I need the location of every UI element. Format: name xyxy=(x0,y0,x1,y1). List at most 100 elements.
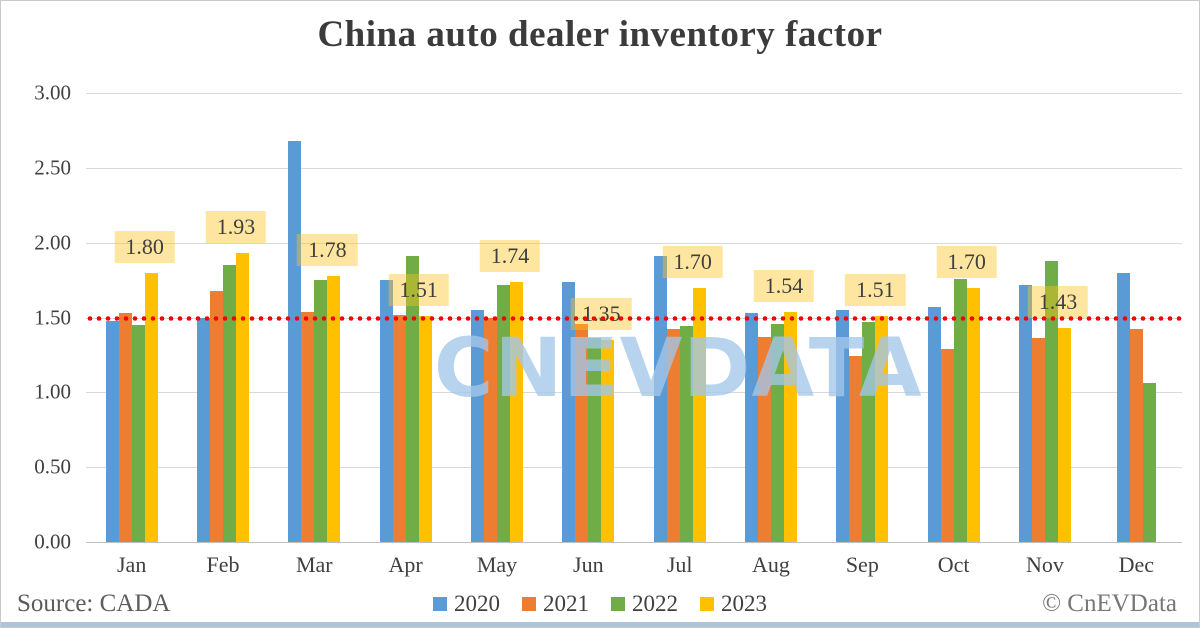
bar-2023-jan xyxy=(144,272,158,542)
bar-group-aug: 1.54 xyxy=(725,93,816,542)
legend: 2020 2021 2022 2023 xyxy=(1,591,1199,617)
bottom-stripe-decoration xyxy=(1,622,1199,627)
bar-group-dec xyxy=(1091,93,1182,542)
y-tick-label: 2.50 xyxy=(34,155,71,180)
bar-2020-oct xyxy=(927,307,941,542)
y-tick-label: 3.00 xyxy=(34,80,71,105)
bar-2021-jul xyxy=(666,329,680,542)
bar-2020-dec xyxy=(1116,272,1130,542)
bar-2023-apr xyxy=(418,316,432,542)
plot-area: CNEVDATA 1.80 1.93 1.78 1.51 1.74 1.35 1.70 1.5… xyxy=(86,93,1182,543)
footer-source: Source: CADA xyxy=(17,590,171,617)
bar-group-oct: 1.70 xyxy=(908,93,999,542)
x-tick-label-nov: Nov xyxy=(1026,552,1064,577)
bar-2021-jun xyxy=(575,323,589,542)
y-axis-labels: 3.00 2.50 2.00 1.50 1.00 0.50 0.00 xyxy=(1,81,77,554)
legend-swatch-2021 xyxy=(522,597,536,611)
bar-2021-apr xyxy=(392,314,406,542)
bar-2020-sep xyxy=(836,310,850,542)
bar-2021-feb xyxy=(209,290,223,542)
data-label-2023-may: 1.74 xyxy=(479,239,541,272)
gridline xyxy=(86,167,1182,169)
bar-2022-apr xyxy=(405,256,419,542)
bar-2022-sep xyxy=(862,322,876,542)
bar-2022-dec xyxy=(1142,383,1156,542)
bar-2023-sep xyxy=(875,316,889,542)
x-tick-label-may: May xyxy=(476,552,518,577)
gridline xyxy=(86,467,1182,469)
y-tick-label: 0.00 xyxy=(34,529,71,554)
bar-2021-nov xyxy=(1031,338,1045,542)
bar-group-mar: 1.78 xyxy=(269,93,360,542)
legend-item-2020: 2020 xyxy=(433,591,500,617)
gridline xyxy=(86,242,1182,244)
data-label-2023-aug: 1.54 xyxy=(753,269,815,302)
y-tick-label: 1.00 xyxy=(34,379,71,404)
bar-group-feb: 1.93 xyxy=(177,93,268,542)
x-tick-label-oct: Oct xyxy=(937,552,970,577)
legend-swatch-2023 xyxy=(700,597,714,611)
y-tick-label: 1.50 xyxy=(34,305,71,329)
bar-2021-dec xyxy=(1129,329,1143,542)
data-label-2023-oct: 1.70 xyxy=(936,245,997,278)
bar-2020-nov xyxy=(1018,284,1032,542)
y-tick-label: 2.00 xyxy=(34,230,71,255)
bar-2022-jan xyxy=(131,324,145,542)
legend-item-2023: 2023 xyxy=(700,591,767,617)
bar-group-nov: 1.43 xyxy=(999,93,1090,542)
bar-group-jan: 1.80 xyxy=(86,93,177,542)
bar-group-jul: 1.70 xyxy=(634,93,725,542)
bar-2022-jun xyxy=(588,338,602,542)
x-tick-label-jun: Jun xyxy=(573,552,604,577)
x-tick-label-jan: Jan xyxy=(117,552,147,577)
bar-2020-jan xyxy=(105,320,119,542)
bar-2022-oct xyxy=(953,278,967,542)
x-tick-label-apr: Apr xyxy=(388,552,423,577)
x-tick-label-aug: Aug xyxy=(752,552,790,577)
bar-2023-oct xyxy=(966,287,980,542)
bar-2020-apr xyxy=(379,280,393,542)
data-label-2023-feb: 1.93 xyxy=(205,211,267,244)
gridline xyxy=(86,93,1182,94)
gridline xyxy=(86,542,1182,543)
bar-2022-may xyxy=(496,284,510,542)
bar-2022-aug xyxy=(770,323,784,542)
bar-2020-aug xyxy=(744,313,758,542)
x-tick-label-mar: Mar xyxy=(295,552,333,577)
data-label-2023-jan: 1.80 xyxy=(114,230,175,263)
bar-2023-jul xyxy=(692,287,706,542)
bar-2022-feb xyxy=(222,265,236,542)
bar-group-sep: 1.51 xyxy=(817,93,908,542)
bar-2020-mar xyxy=(288,140,302,542)
bar-2020-jun xyxy=(562,281,576,542)
chart-title: China auto dealer inventory factor xyxy=(317,14,883,55)
bar-group-may: 1.74 xyxy=(451,93,542,542)
data-label-2023-jul: 1.70 xyxy=(662,245,723,278)
legend-item-2022: 2022 xyxy=(611,591,678,617)
bar-2021-aug xyxy=(757,336,771,542)
watermark: CNEVDATA xyxy=(434,322,923,416)
legend-label-2021: 2021 xyxy=(543,591,589,616)
legend-label-2020: 2020 xyxy=(454,591,500,616)
data-label-2023-mar: 1.78 xyxy=(297,233,358,266)
bar-2023-nov xyxy=(1057,327,1071,542)
y-tick-label: 0.50 xyxy=(34,454,71,479)
bar-2021-mar xyxy=(301,311,315,542)
bar-2022-mar xyxy=(314,280,328,542)
bar-group-jun: 1.35 xyxy=(543,93,634,542)
bar-2022-nov xyxy=(1044,260,1058,542)
bar-2021-may xyxy=(483,317,497,542)
bar-2023-feb xyxy=(235,253,249,542)
reference-line-1-50 xyxy=(86,315,1182,321)
x-tick-label-sep: Sep xyxy=(845,552,879,577)
bar-2022-jul xyxy=(679,326,693,542)
legend-swatch-2022 xyxy=(611,597,625,611)
bar-group-apr: 1.51 xyxy=(360,93,451,542)
bar-2021-oct xyxy=(940,348,954,542)
x-tick-label-dec: Dec xyxy=(1118,552,1155,577)
x-tick-label-jul: Jul xyxy=(666,552,693,577)
footer-credit: © CnEVData xyxy=(1042,590,1177,617)
bar-2021-sep xyxy=(849,356,863,542)
x-axis-labels: Jan Feb Mar Apr May Jun Jul Aug Sep Oct Nov Dec xyxy=(86,552,1182,584)
gridline xyxy=(86,392,1182,394)
